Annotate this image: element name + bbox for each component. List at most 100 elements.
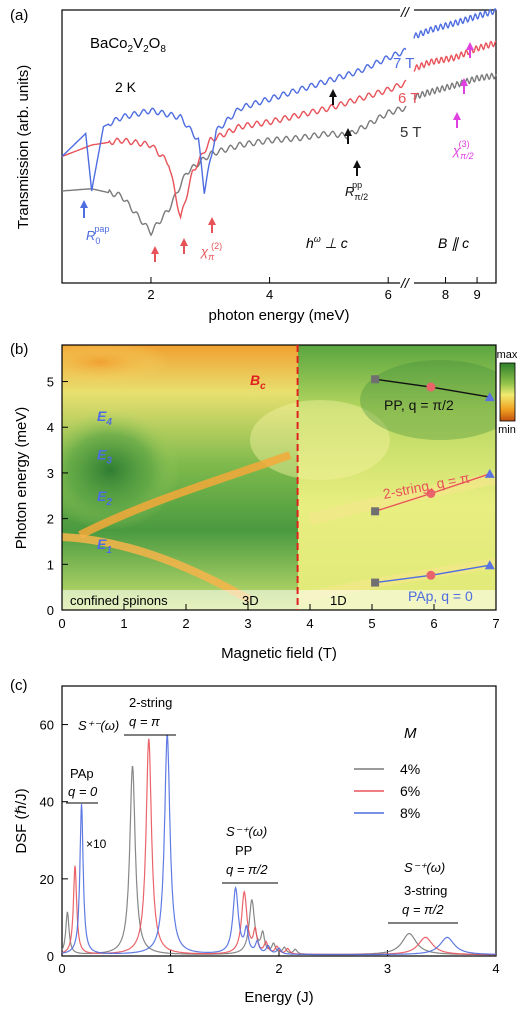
- panel-a-ylabel: Transmission (arb. units): [15, 65, 32, 230]
- colorbar: [499, 362, 516, 422]
- arrow-R-pi2-pp: [353, 160, 361, 176]
- y-tick-label-4: 4: [47, 420, 54, 435]
- pap-x10: ×10: [86, 837, 107, 851]
- heatmap-green-core: [62, 410, 180, 530]
- x-tick-label-4: 4: [266, 287, 273, 302]
- x-tick-label-6: 6: [430, 616, 437, 631]
- label-R0-pap: R0pap: [86, 224, 109, 246]
- heatmap-bottom-strip: [62, 590, 496, 610]
- region-3d: 3D: [242, 593, 259, 608]
- series-7T-seg1: [61, 47, 407, 194]
- axis-break-mask-bottom: [400, 276, 414, 290]
- series-7T-seg2: [413, 8, 497, 39]
- series-5T-seg1: [61, 105, 407, 237]
- arrow-magenta-3: [453, 112, 461, 128]
- critical-field-label: Bc: [250, 372, 266, 392]
- arrow-magenta-1: [466, 42, 474, 58]
- y-tick-label-5: 5: [47, 375, 54, 390]
- circle-marker-2: [426, 570, 436, 580]
- y-tick-label-2: 2: [47, 512, 54, 527]
- temperature-label: 2 K: [115, 79, 137, 95]
- y-tick-label-0: 0: [47, 949, 54, 964]
- panel-b-ticks: 0 1 2 3 4 5 6 7 0 1 2 3 4 5: [47, 375, 500, 631]
- y-tick-label-40: 40: [40, 795, 54, 810]
- two-string-label: 2-string: [129, 695, 172, 710]
- two-string-q-label: q = π: [129, 714, 160, 729]
- x-tick-label-8: 8: [442, 287, 449, 302]
- svg-text:6%: 6%: [400, 783, 420, 799]
- s-pm-label-1: S⁺⁻(ω): [78, 718, 119, 733]
- triangle-marker-2: [484, 560, 495, 570]
- pp-label: PP: [235, 843, 252, 858]
- label-7T: 7 T: [393, 55, 414, 72]
- circle-marker-1: [426, 488, 436, 498]
- x-tick-label-6: 6: [385, 287, 392, 302]
- arrow-magenta-2: [460, 78, 468, 94]
- three-string-label: 3-string: [404, 883, 447, 898]
- arrow-chi-red-2: [180, 238, 188, 254]
- triangle-marker-1: [484, 468, 495, 478]
- band-upper-3d: [78, 451, 292, 539]
- arrow-chi-pi-2: [208, 217, 216, 233]
- legend-title: M: [404, 725, 417, 742]
- x-tick-label-9: 9: [473, 287, 480, 302]
- panel-a-xlabel: photon energy (meV): [209, 307, 350, 324]
- panel-a: // // 2 4 6 8 9 BaCo2V2O8 2 K 7 T 6 T 5 T R0…: [15, 4, 497, 324]
- line-label-pap: PAp, q = 0: [408, 588, 473, 604]
- x-tick-label-3: 3: [384, 961, 391, 976]
- dsf-series-6pct: [61, 738, 496, 956]
- region-confined: confined spinons: [70, 593, 168, 608]
- pap-label: PAp: [70, 766, 94, 781]
- series-6T-seg1: [61, 79, 407, 221]
- label-R-pi2-pp: Rπ/2pp: [345, 180, 368, 202]
- panel-b-xlabel: Magnetic field (T): [221, 645, 337, 662]
- arrow-black-2: [344, 128, 352, 144]
- panel-b-ylabel: Photon energy (meV): [13, 407, 30, 550]
- x-tick-label-4: 4: [306, 616, 313, 631]
- arrow-black-1: [329, 89, 337, 105]
- pp-q-label: q = π/2: [226, 862, 268, 877]
- x-tick-label-0: 0: [58, 616, 65, 631]
- panel-c-curves: [61, 735, 496, 956]
- panel-c-xlabel: Energy (J): [244, 989, 313, 1006]
- panel-label-b: (b): [10, 341, 28, 358]
- x-tick-label-2: 2: [275, 961, 282, 976]
- circle-marker-0: [426, 382, 436, 392]
- label-chi-pi-2: χπ(2): [200, 241, 222, 262]
- legend-item-8: 8%: [354, 805, 420, 821]
- panel-c-ylabel: DSF (ℏ/J): [13, 788, 30, 853]
- panel-a-frame: [61, 9, 497, 284]
- legend-item-4: 4%: [354, 761, 420, 777]
- y-tick-label-20: 20: [40, 872, 54, 887]
- label-chi-pi2-3: χπ/2(3): [452, 139, 474, 161]
- arrow-R0-pap: [80, 200, 88, 218]
- material-label: BaCo2V2O8: [90, 35, 166, 55]
- label-6T: 6 T: [398, 90, 419, 107]
- axis-break-mask-top: [400, 4, 414, 18]
- square-marker-2: [371, 578, 380, 587]
- pap-q-label: q = 0: [68, 784, 98, 799]
- heatmap-orange-top: [62, 345, 170, 384]
- colorbar-max: max: [497, 349, 518, 361]
- series-5T-seg2: [413, 72, 497, 101]
- x-tick-label-0: 0: [58, 961, 65, 976]
- series-6T-seg2: [413, 40, 497, 72]
- y-tick-label-0: 0: [47, 603, 54, 618]
- s-mp-label-3: S⁻⁺(ω): [404, 860, 445, 875]
- panel-label-c: (c): [10, 677, 28, 694]
- region-1d: 1D: [330, 593, 347, 608]
- panel-b-lines: [371, 375, 495, 587]
- three-string-q-label: q = π/2: [402, 902, 444, 917]
- panel-label-a: (a): [10, 7, 28, 24]
- x-tick-label-4: 4: [492, 961, 499, 976]
- heatmap-green-topright: [360, 360, 496, 440]
- panel-a-x-ticks: 2 4 6 8 9: [147, 277, 481, 302]
- band-lower-3d: [62, 533, 252, 604]
- svg-text:8%: 8%: [400, 805, 420, 821]
- y-tick-label-60: 60: [40, 718, 54, 733]
- arrow-chi-red-1: [151, 246, 159, 262]
- band-1d-upper: [308, 472, 496, 526]
- label-homega-perp-c: hω ⊥ c: [306, 234, 348, 251]
